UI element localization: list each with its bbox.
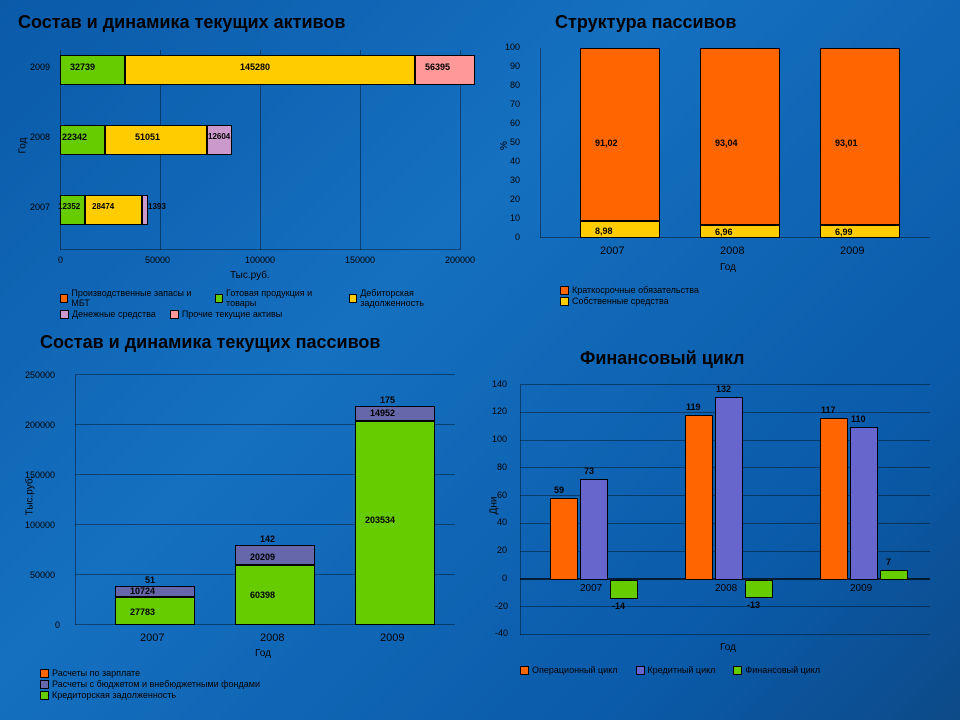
chart2-title: Структура пассивов [555, 12, 737, 33]
chart1-legend: Производственные запасы и МБТ Готовая пр… [60, 288, 470, 320]
chart4-legend: Операционный цикл Кредитный цикл Финансо… [520, 665, 820, 676]
chart3-plot: 27783 10724 51 60398 20209 142 203534 14… [75, 375, 455, 625]
chart4-plot: 59 73 -14 119 132 -13 117 110 7 [520, 385, 930, 635]
chart2-legend: Краткосрочные обязательства Собственные … [560, 285, 699, 307]
chart4-title: Финансовый цикл [580, 348, 745, 369]
chart3-legend: Расчеты по зарплате Расчеты с бюджетом и… [40, 668, 260, 701]
chart2-plot: 8,98 91,02 6,96 93,04 6,99 93,01 [540, 48, 930, 238]
chart1-plot: 32739 145280 56395 22342 51051 12604 123… [60, 50, 460, 250]
chart1-title: Состав и динамика текущих активов [18, 12, 345, 33]
chart3-title: Состав и динамика текущих пассивов [40, 332, 380, 353]
